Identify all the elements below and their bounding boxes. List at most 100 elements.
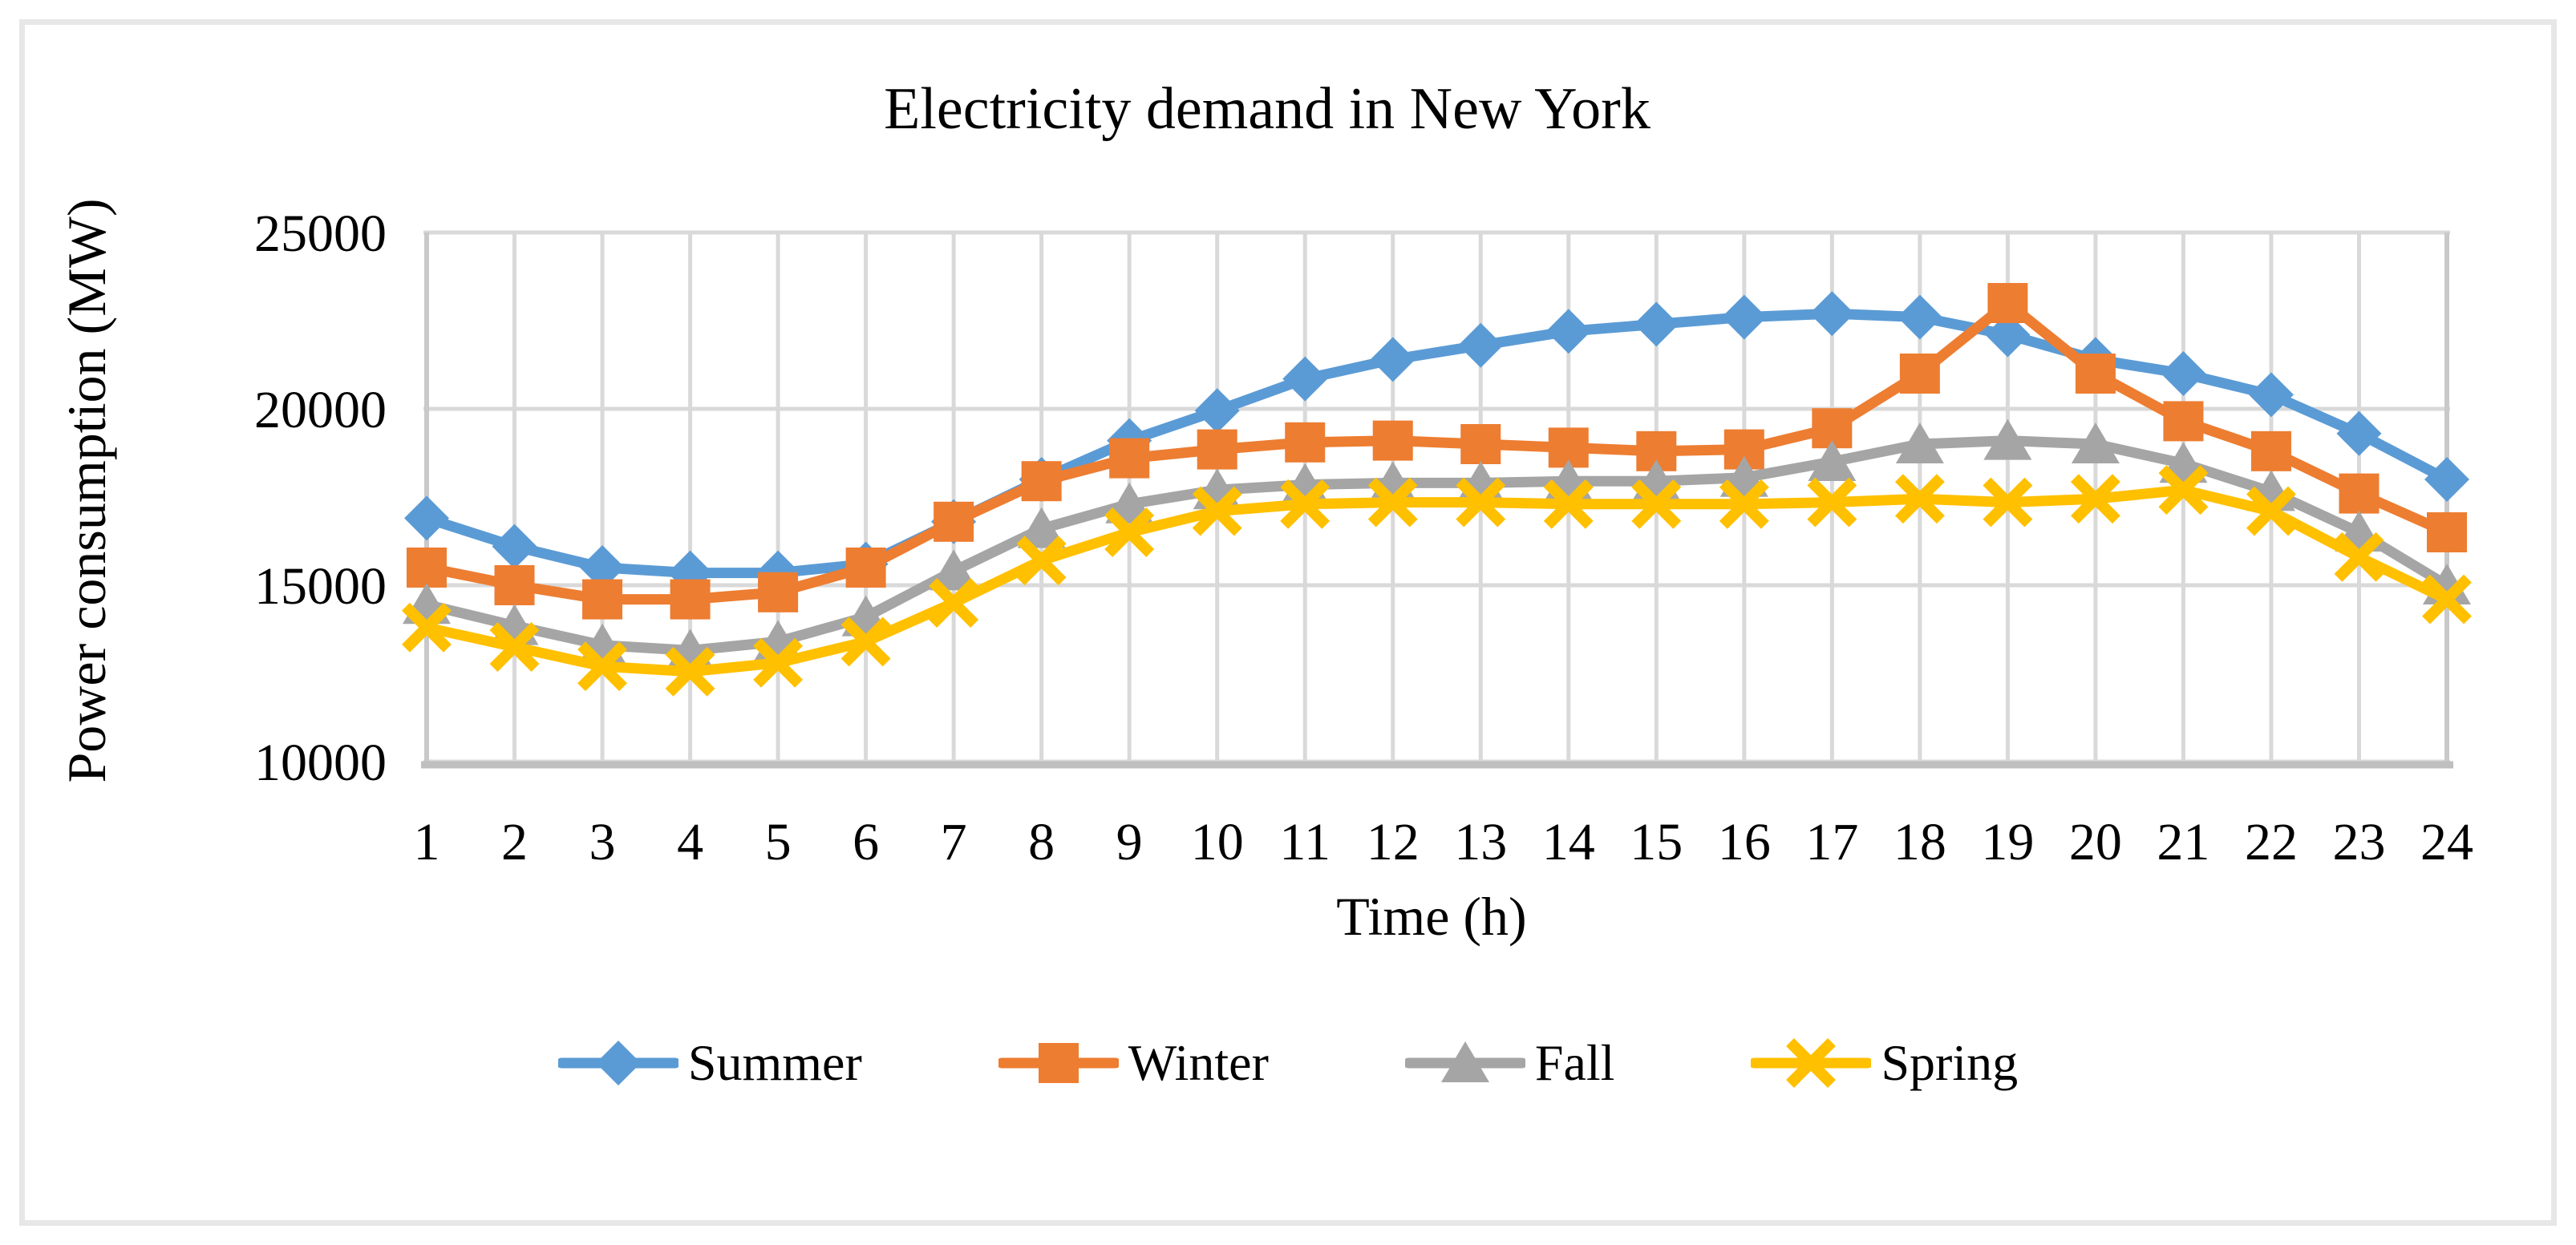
x-tick-label: 8 — [1028, 813, 1055, 871]
triangle-legend-swatch-icon — [1404, 1041, 1525, 1082]
y-tick-label: 25000 — [254, 204, 387, 263]
square-marker — [582, 579, 623, 620]
square-marker — [1987, 283, 2028, 323]
square-marker — [1460, 424, 1501, 464]
square-marker — [2339, 473, 2380, 514]
diamond-marker — [2248, 372, 2294, 418]
x-marker — [2422, 574, 2472, 625]
diamond-marker — [404, 495, 449, 541]
square-marker — [1109, 438, 1150, 479]
legend-item-fall: Fall — [1404, 1033, 1615, 1093]
square-marker — [2163, 401, 2204, 442]
triangle-marker — [2071, 422, 2120, 463]
diamond-marker — [1370, 337, 1416, 382]
x-tick-label: 24 — [2420, 813, 2473, 871]
x-marker — [1983, 477, 2033, 528]
x-marker — [753, 637, 804, 688]
diamond-marker — [1545, 309, 1591, 354]
x-marker — [1719, 479, 1769, 529]
legend-label-fall: Fall — [1534, 1034, 1615, 1091]
x-marker — [2158, 465, 2209, 515]
x-tick-label: 16 — [1718, 813, 1771, 871]
x-tick-label: 2 — [501, 813, 528, 871]
x-marker — [1631, 479, 1682, 529]
square-marker — [1899, 354, 1940, 394]
series-line-fall — [425, 435, 2450, 656]
x-tick-label: 9 — [1116, 813, 1143, 871]
legend-item-summer: Summer — [557, 1033, 862, 1093]
x-tick-label: 1 — [414, 813, 440, 871]
triangle-marker — [1440, 1041, 1489, 1082]
square-marker — [1197, 429, 1237, 470]
x-tick-label: 3 — [589, 813, 616, 871]
diamond-marker — [492, 523, 537, 569]
x-marker — [489, 622, 540, 672]
x-marker — [1786, 1038, 1837, 1088]
x-marker — [1807, 477, 1857, 528]
diamond-marker — [595, 1041, 641, 1085]
x-tick-label: 11 — [1279, 813, 1331, 871]
x-legend-swatch-icon — [1751, 1038, 1872, 1088]
x-tick-label: 12 — [1367, 813, 1420, 871]
x-tick-label: 7 — [941, 813, 967, 871]
triangle-marker — [1895, 422, 1944, 463]
triangle-marker — [930, 549, 978, 591]
x-marker — [2070, 474, 2120, 524]
triangle-marker — [1808, 440, 1857, 481]
x-marker — [1367, 477, 1418, 528]
diamond-marker — [1721, 294, 1767, 340]
square-marker — [845, 548, 886, 588]
diamond-marker — [2424, 457, 2469, 502]
legend-label-summer: Summer — [687, 1034, 862, 1091]
square-marker — [1285, 422, 1326, 463]
x-tick-label: 18 — [1894, 813, 1946, 871]
diamond-legend-swatch-icon — [557, 1041, 678, 1085]
chart-title: Electricity demand in New York — [884, 76, 1651, 142]
x-marker — [665, 646, 715, 697]
diamond-marker — [1194, 388, 1240, 434]
triangle-marker — [1017, 507, 1066, 548]
x-tick-label: 14 — [1542, 813, 1595, 871]
legend-label-winter: Winter — [1128, 1034, 1269, 1091]
square-marker — [934, 501, 974, 542]
y-tick-label: 15000 — [254, 557, 387, 616]
x-tick-label: 13 — [1454, 813, 1507, 871]
x-tick-label: 21 — [2157, 813, 2209, 871]
y-axis-title: Power consumption (MW) — [56, 198, 117, 783]
legend-item-winter: Winter — [998, 1033, 1269, 1093]
x-tick-label: 5 — [765, 813, 792, 871]
diamond-marker — [1282, 356, 1328, 402]
diamond-marker — [1985, 312, 2031, 358]
square-marker — [2427, 512, 2467, 552]
square-marker — [1021, 461, 1062, 502]
square-marker — [1038, 1043, 1079, 1083]
square-marker — [2250, 430, 2291, 471]
x-tick-label: 6 — [853, 813, 879, 871]
x-tick-label: 10 — [1191, 813, 1244, 871]
x-marker — [2246, 486, 2296, 536]
x-tick-label: 23 — [2332, 813, 2385, 871]
x-tick-label: 20 — [2069, 813, 2122, 871]
legend: Summer Winter Fall Spring — [0, 1033, 2576, 1093]
x-marker — [2334, 532, 2384, 582]
square-marker — [1372, 420, 1413, 461]
diamond-marker — [2161, 351, 2206, 396]
x-marker — [840, 616, 891, 667]
x-marker — [1016, 536, 1067, 586]
x-marker — [1456, 477, 1506, 528]
x-tick-label: 4 — [677, 813, 703, 871]
x-marker — [929, 578, 979, 628]
x-marker — [1104, 507, 1155, 557]
x-tick-label: 17 — [1805, 813, 1858, 871]
diamond-marker — [580, 545, 626, 590]
legend-item-spring: Spring — [1751, 1033, 2018, 1093]
square-marker — [758, 572, 799, 612]
x-marker — [1894, 474, 1945, 524]
diamond-marker — [1897, 294, 1942, 340]
x-marker — [577, 641, 627, 692]
diamond-marker — [1458, 322, 1504, 368]
y-tick-label: 10000 — [254, 734, 387, 792]
x-tick-label: 22 — [2245, 813, 2298, 871]
